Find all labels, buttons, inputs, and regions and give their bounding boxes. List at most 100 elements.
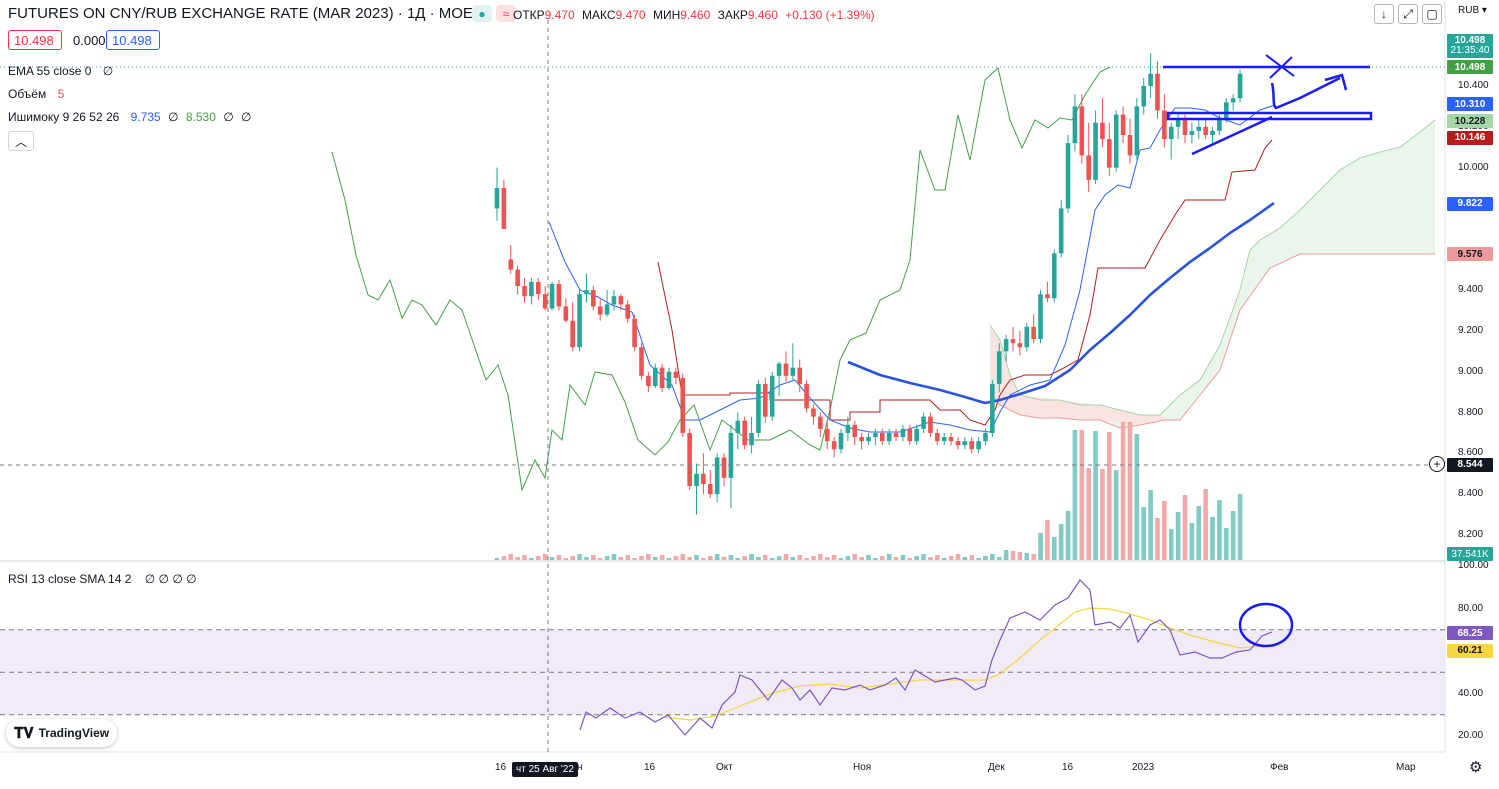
currency-selector[interactable]: RUB ▾ [1458, 5, 1487, 16]
candle-up [735, 420, 741, 433]
candle-up [1175, 118, 1181, 127]
senkou-b-line [989, 253, 1435, 429]
volume-bar [1134, 434, 1140, 560]
volume-bar [1203, 489, 1208, 560]
scroll-down-button[interactable]: ↓ [1374, 4, 1394, 24]
volume-bar [611, 554, 617, 560]
volume-bar [948, 556, 954, 560]
currency-label: RUB [1458, 5, 1480, 16]
candle-down [742, 420, 747, 446]
volume-bar [666, 558, 672, 560]
volume-bar [749, 554, 754, 560]
ema-55-line [847, 201, 1275, 405]
volume-legend[interactable]: Объём 5 [8, 87, 64, 101]
volume-bar [811, 556, 816, 560]
candle-down [797, 367, 803, 384]
candle-up [941, 437, 947, 442]
volume-bar [914, 556, 919, 560]
volume-bar [584, 557, 589, 560]
candle-down [618, 296, 624, 305]
add-alert-icon[interactable]: + [1429, 456, 1445, 472]
candle-up [996, 351, 1002, 384]
volume-bar [639, 556, 644, 560]
time-tick: Дек [988, 762, 1005, 773]
volume-bar [563, 558, 569, 560]
volume-bar [879, 556, 885, 560]
high-label: МАКС [582, 8, 616, 22]
buy-price[interactable]: 10.498 [106, 30, 160, 50]
volume-bar [852, 554, 858, 560]
tradingview-logo[interactable]: 𝐓𝐕 TradingView [6, 719, 118, 747]
arrow-down-icon: ↓ [1381, 7, 1387, 21]
candle-up [1189, 130, 1195, 135]
candle-down [707, 483, 713, 495]
candle-down [763, 383, 768, 417]
maximize-icon: ⤢ [1403, 6, 1413, 21]
rsi-tick: 20.00 [1458, 730, 1484, 741]
price-tick: 8.600 [1458, 447, 1484, 459]
fullscreen-icon: ▢ [1426, 7, 1438, 21]
candle-down [542, 294, 548, 309]
candle-up [1038, 294, 1043, 340]
crosshair-date: чт 25 Авг '22 [512, 762, 578, 777]
candle-up [1024, 326, 1030, 348]
candle-up [790, 367, 796, 376]
volume-bar [1230, 511, 1236, 560]
settings-gear-icon[interactable]: ⚙ [1469, 759, 1483, 776]
price-tag: 10.228 [1447, 114, 1493, 129]
candle-up [1141, 86, 1147, 107]
volume-bar [618, 557, 624, 560]
volume-bar [707, 556, 713, 560]
candle-up [866, 437, 871, 442]
volume-bar [1210, 517, 1215, 560]
volume-bar [824, 557, 830, 560]
candle-down [570, 320, 575, 348]
candle-down [625, 304, 631, 319]
volume-bar [1072, 430, 1078, 560]
cross-mark [1265, 54, 1295, 79]
time-tick: 2023 [1132, 762, 1155, 773]
volume-bar [790, 557, 796, 560]
low-value: 9.460 [680, 8, 711, 22]
volume-bar [818, 554, 823, 560]
volume-bar [1113, 470, 1119, 560]
candle-up [1217, 118, 1222, 131]
volume-bar [886, 554, 892, 560]
volume-bar [1217, 500, 1222, 560]
delayed-data-icon[interactable]: ≈ [496, 5, 516, 22]
candle-up [694, 473, 699, 487]
price-tag: 10.310 [1447, 97, 1493, 112]
volume-bar [983, 556, 988, 560]
candle-up [1230, 98, 1236, 103]
ichimoku-legend[interactable]: Ишимоку 9 26 52 26 9.735 ∅ 8.530 ∅ ∅ [8, 110, 251, 124]
high-value: 9.470 [615, 8, 646, 22]
volume-bar [1141, 507, 1147, 560]
volume-bar [1162, 501, 1167, 560]
volume-bar [900, 555, 906, 560]
price-tag: 8.544 [1447, 457, 1493, 472]
kumo-cloud [990, 120, 1435, 428]
volume-bar [1168, 529, 1174, 560]
rsi-legend[interactable]: RSI 13 close SMA 14 2 ∅ ∅ ∅ ∅ [8, 572, 197, 586]
senkou-a-line [989, 119, 1436, 416]
candle-down [632, 318, 637, 348]
fullscreen-button[interactable]: ▢ [1422, 4, 1442, 24]
volume-bar [1196, 506, 1202, 560]
candle-up [976, 441, 981, 450]
market-open-icon[interactable]: ● [472, 5, 492, 22]
candle-up [962, 441, 968, 446]
ichimoku-value-5: ∅ [241, 110, 252, 124]
rsi-line [579, 579, 1273, 736]
volume-bar [962, 557, 968, 560]
price-tick: 8.200 [1458, 529, 1484, 540]
candle-up [1168, 126, 1174, 140]
sell-price[interactable]: 10.498 [8, 30, 62, 50]
candle-down [1010, 339, 1016, 344]
volume-bar [1127, 422, 1133, 560]
rsi-circle [1238, 602, 1294, 648]
collapse-legend-button[interactable]: ︿ [8, 131, 34, 151]
volume-bar [508, 554, 514, 560]
maximize-pane-button[interactable]: ⤢ [1398, 4, 1418, 24]
candle-down [1120, 114, 1126, 135]
